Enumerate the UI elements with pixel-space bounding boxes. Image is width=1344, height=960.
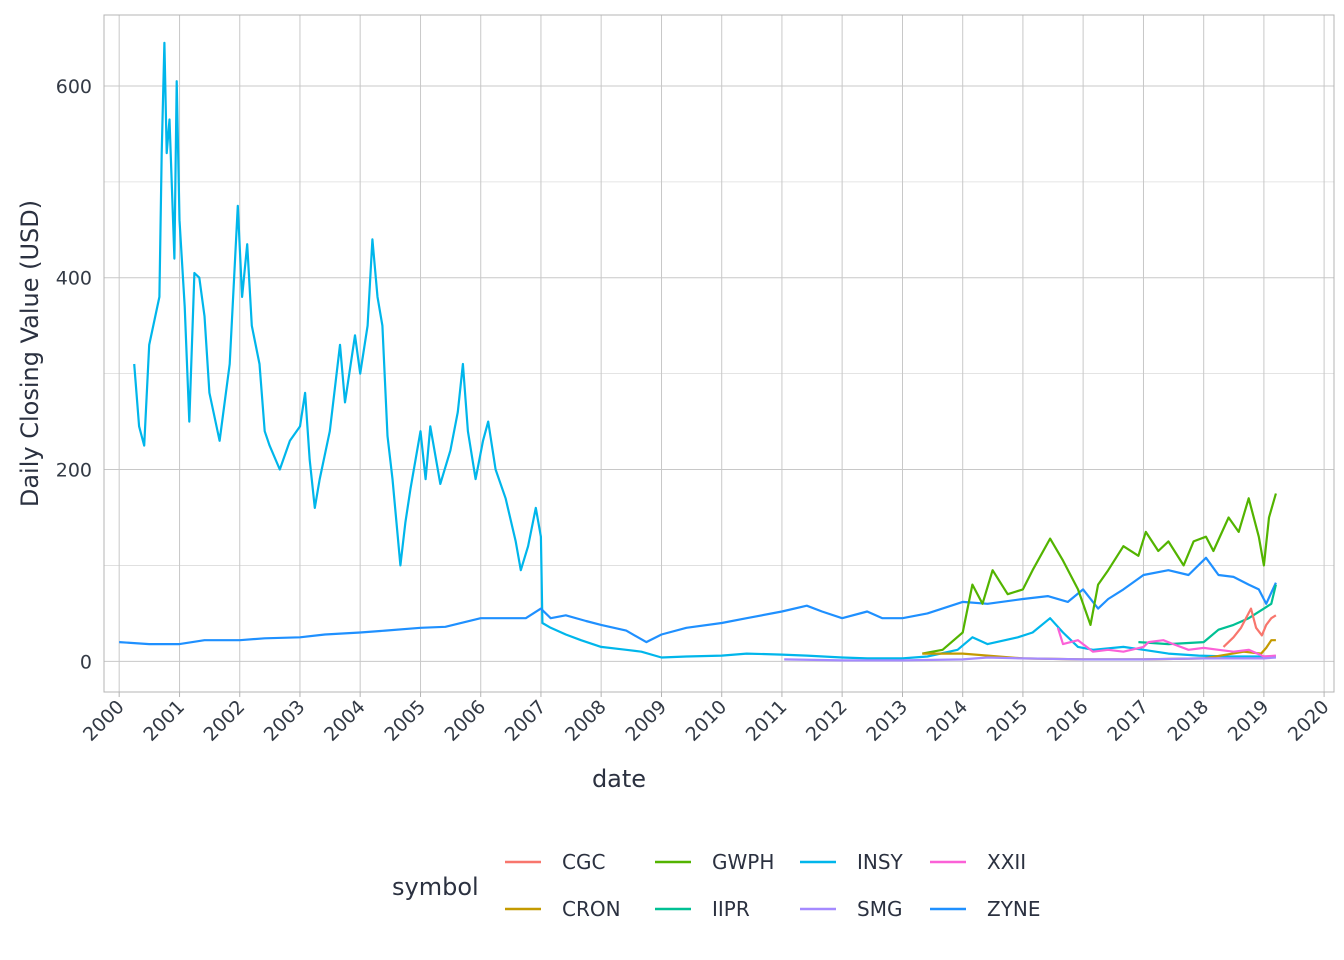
legend-item-zyne: ZYNE bbox=[930, 897, 1041, 921]
legend-item-gwph: GWPH bbox=[655, 850, 774, 874]
series-line-cgc bbox=[1222, 607, 1277, 648]
x-tick-label: 2017 bbox=[1103, 696, 1153, 746]
series-line-xxii bbox=[1056, 627, 1276, 658]
legend-item-cgc: CGC bbox=[505, 850, 605, 874]
x-tick-label: 2015 bbox=[983, 696, 1033, 746]
x-tick-label: 2006 bbox=[441, 696, 491, 746]
x-tick-label: 2007 bbox=[501, 696, 551, 746]
legend-item-xxii: XXII bbox=[930, 850, 1026, 874]
legend-item-smg: SMG bbox=[800, 897, 902, 921]
legend-item-insy: INSY bbox=[800, 850, 904, 874]
legend-label: ZYNE bbox=[987, 897, 1041, 921]
x-tick-label: 2020 bbox=[1284, 696, 1334, 746]
x-tick-label: 2008 bbox=[561, 696, 611, 746]
legend-label: XXII bbox=[987, 850, 1026, 874]
legend: symbol CGC CRON GWPH IIPR INSY SMG XXII ZYNE bbox=[392, 850, 1041, 921]
legend-label: CRON bbox=[562, 897, 621, 921]
y-axis-title: Daily Closing Value (USD) bbox=[16, 200, 44, 507]
x-tick-label: 2003 bbox=[260, 696, 310, 746]
x-tick-label: 2002 bbox=[200, 696, 250, 746]
legend-item-iipr: IIPR bbox=[655, 897, 750, 921]
legend-label: CGC bbox=[562, 850, 605, 874]
x-tick-label: 2009 bbox=[621, 696, 671, 746]
plot-panel-border bbox=[103, 14, 1335, 693]
series-line-smg bbox=[784, 656, 1276, 662]
y-axis-ticks: 0 200 400 600 bbox=[56, 76, 92, 673]
legend-item-cron: CRON bbox=[505, 897, 621, 921]
x-tick-label: 2013 bbox=[862, 696, 912, 746]
series-lines bbox=[119, 41, 1277, 662]
x-tick-label: 2001 bbox=[139, 696, 189, 746]
series-line-zyne bbox=[119, 556, 1277, 646]
y-tick-label: 600 bbox=[56, 76, 92, 98]
series-line-insy bbox=[133, 41, 1276, 660]
legend-label: IIPR bbox=[712, 897, 750, 921]
legend-label: INSY bbox=[857, 850, 904, 874]
x-tick-label: 2018 bbox=[1163, 696, 1213, 746]
x-tick-label: 2019 bbox=[1224, 696, 1274, 746]
legend-title: symbol bbox=[392, 873, 479, 901]
legend-label: GWPH bbox=[712, 850, 774, 874]
y-tick-label: 0 bbox=[80, 651, 92, 673]
series-line-gwph bbox=[922, 493, 1277, 655]
x-tick-label: 2014 bbox=[922, 696, 972, 746]
x-tick-label: 2011 bbox=[742, 696, 792, 746]
x-axis-title: date bbox=[592, 765, 646, 793]
x-tick-label: 2010 bbox=[682, 696, 732, 746]
y-tick-label: 200 bbox=[56, 460, 92, 482]
x-tick-label: 2004 bbox=[320, 696, 370, 746]
y-tick-label: 400 bbox=[56, 268, 92, 290]
legend-label: SMG bbox=[857, 897, 902, 921]
grid-lines bbox=[104, 15, 1334, 692]
x-tick-label: 2005 bbox=[380, 696, 430, 746]
series-line-iipr bbox=[1138, 584, 1277, 646]
x-tick-label: 2016 bbox=[1043, 696, 1093, 746]
x-tick-label: 2000 bbox=[79, 696, 129, 746]
x-axis-ticks: 2000 2001 2002 2003 2004 2005 2006 2007 2008 2009… bbox=[79, 692, 1334, 746]
x-tick-label: 2012 bbox=[802, 696, 852, 746]
